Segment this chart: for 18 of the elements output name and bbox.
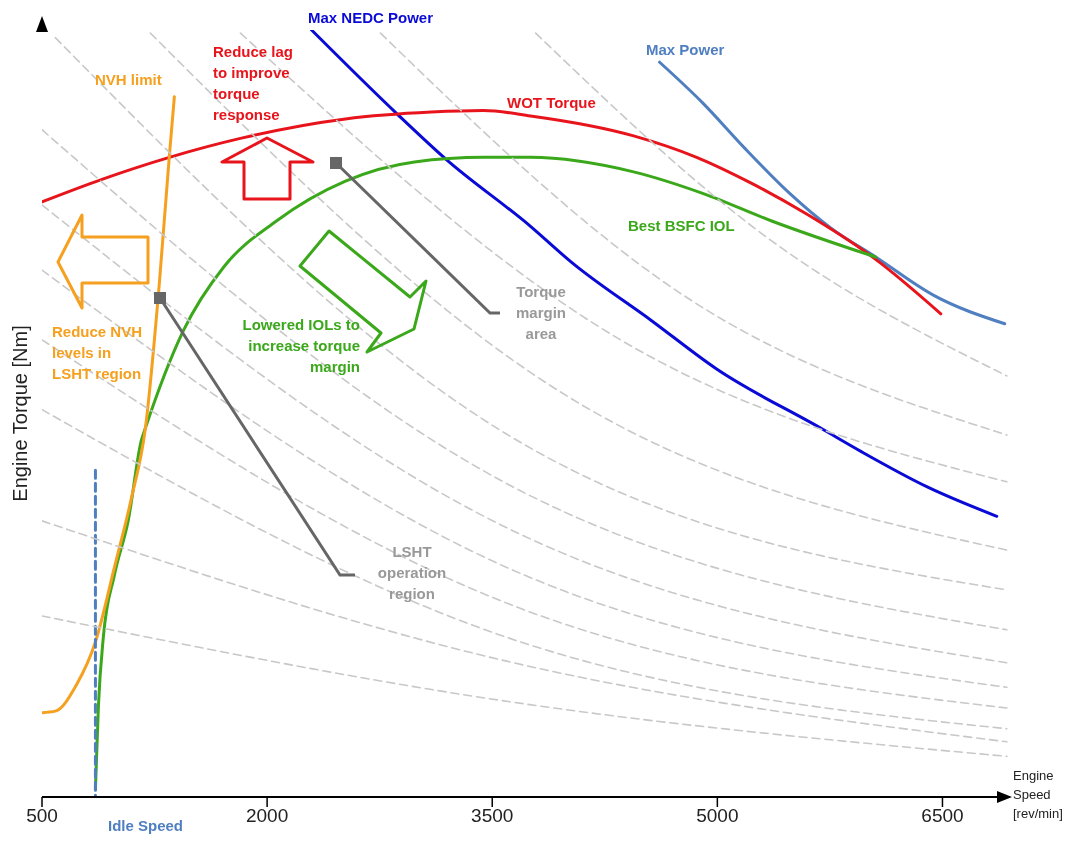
series-label: Max NEDC Power: [308, 9, 434, 26]
series-label: Max Power: [646, 41, 725, 58]
x-axis-title: Engine Speed [rev/min]: [1013, 768, 1063, 821]
series-label: Idle Speed: [108, 817, 184, 834]
x-tick-label: 500: [26, 805, 58, 827]
annotation: Reduce lag to improve torque response: [213, 43, 294, 123]
annotation: LSHT operation region: [377, 543, 447, 602]
annotation: Reduce NVH levels in LSHT region: [52, 323, 143, 382]
y-axis-title: Engine Torque [Nm]: [9, 325, 31, 502]
series-label: Best BSFC IOL: [628, 217, 735, 234]
annotation: Torque margin area: [515, 283, 567, 342]
annotation: Lowered IOLs to increase torque margin: [242, 316, 360, 375]
x-tick-label: 2000: [245, 805, 289, 827]
x-tick-label: 3500: [471, 805, 514, 827]
series-label: NVH limit: [95, 71, 162, 88]
x-tick-label: 5000: [696, 805, 739, 827]
series-label: WOT Torque: [507, 94, 596, 111]
x-tick-label: 6500: [921, 805, 964, 827]
